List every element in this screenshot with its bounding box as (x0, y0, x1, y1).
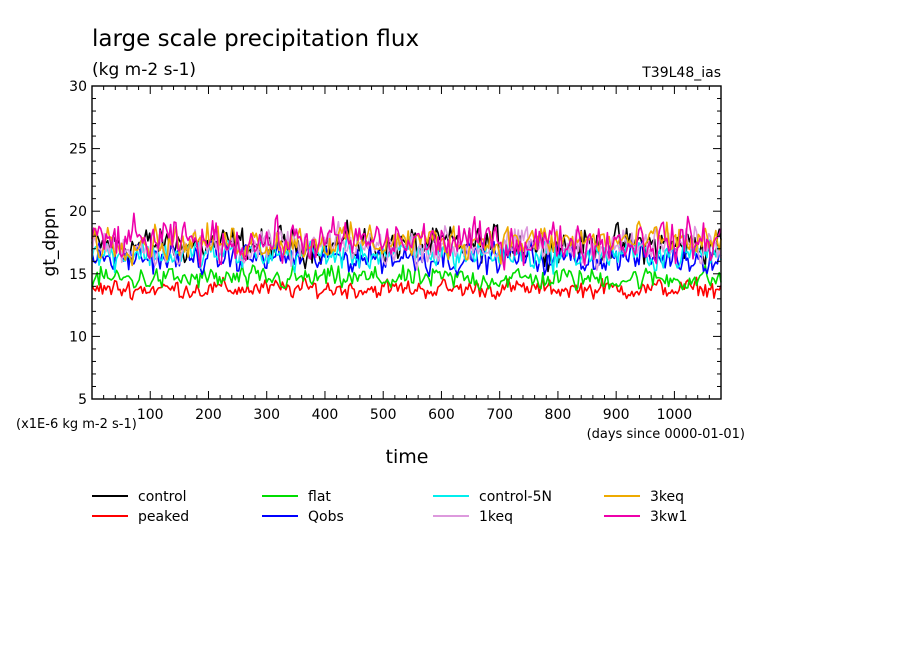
legend-label-control-5n: control-5N (479, 489, 552, 505)
y-tick-label: 10 (69, 329, 87, 345)
legend-label-control: control (138, 489, 187, 505)
y-tick-label: 15 (69, 267, 87, 283)
x-tick-label: 400 (312, 407, 339, 423)
series-layer (91, 212, 722, 301)
y-axis-label: gt_dppn (40, 207, 60, 276)
legend-label-peaked: peaked (138, 509, 189, 525)
x-tick-label: 100 (137, 407, 164, 423)
experiment-label: T39L48_ias (641, 65, 721, 81)
series-line-3kw1 (91, 212, 722, 271)
legend-label-1keq: 1keq (479, 509, 513, 525)
y-tick-label: 5 (78, 392, 87, 408)
series-line-flat (91, 263, 722, 291)
x-tick-label: 900 (603, 407, 630, 423)
legend: control peaked flat Qobs control-5N 1keq 3keq 3… (92, 489, 687, 525)
y-tick-label: 20 (69, 204, 87, 220)
legend-label-3kw1: 3kw1 (650, 509, 687, 525)
legend-label-flat: flat (308, 489, 331, 505)
y-tick-label: 25 (69, 142, 87, 158)
y-tick-label: 30 (69, 79, 87, 95)
x-tick-label: 200 (195, 407, 222, 423)
x-units-note: (days since 0000-01-01) (587, 427, 745, 442)
x-tick-label: 800 (545, 407, 572, 423)
x-tick-label: 300 (253, 407, 280, 423)
x-tick-label: 1000 (657, 407, 693, 423)
legend-label-qobs: Qobs (308, 509, 344, 525)
legend-label-3keq: 3keq (650, 489, 684, 505)
chart-title: large scale precipitation flux (92, 26, 419, 52)
x-tick-label: 600 (428, 407, 455, 423)
x-axis-label: time (386, 446, 429, 468)
x-tick-label: 500 (370, 407, 397, 423)
y-scale-note: (x1E-6 kg m-2 s-1) (16, 417, 137, 432)
chart-units: (kg m-2 s-1) (92, 60, 196, 80)
x-tick-label: 700 (486, 407, 513, 423)
ticks-layer: 100 200 300 400 500 600 700 800 900 1000 5 10 15 20 25… (69, 79, 721, 423)
